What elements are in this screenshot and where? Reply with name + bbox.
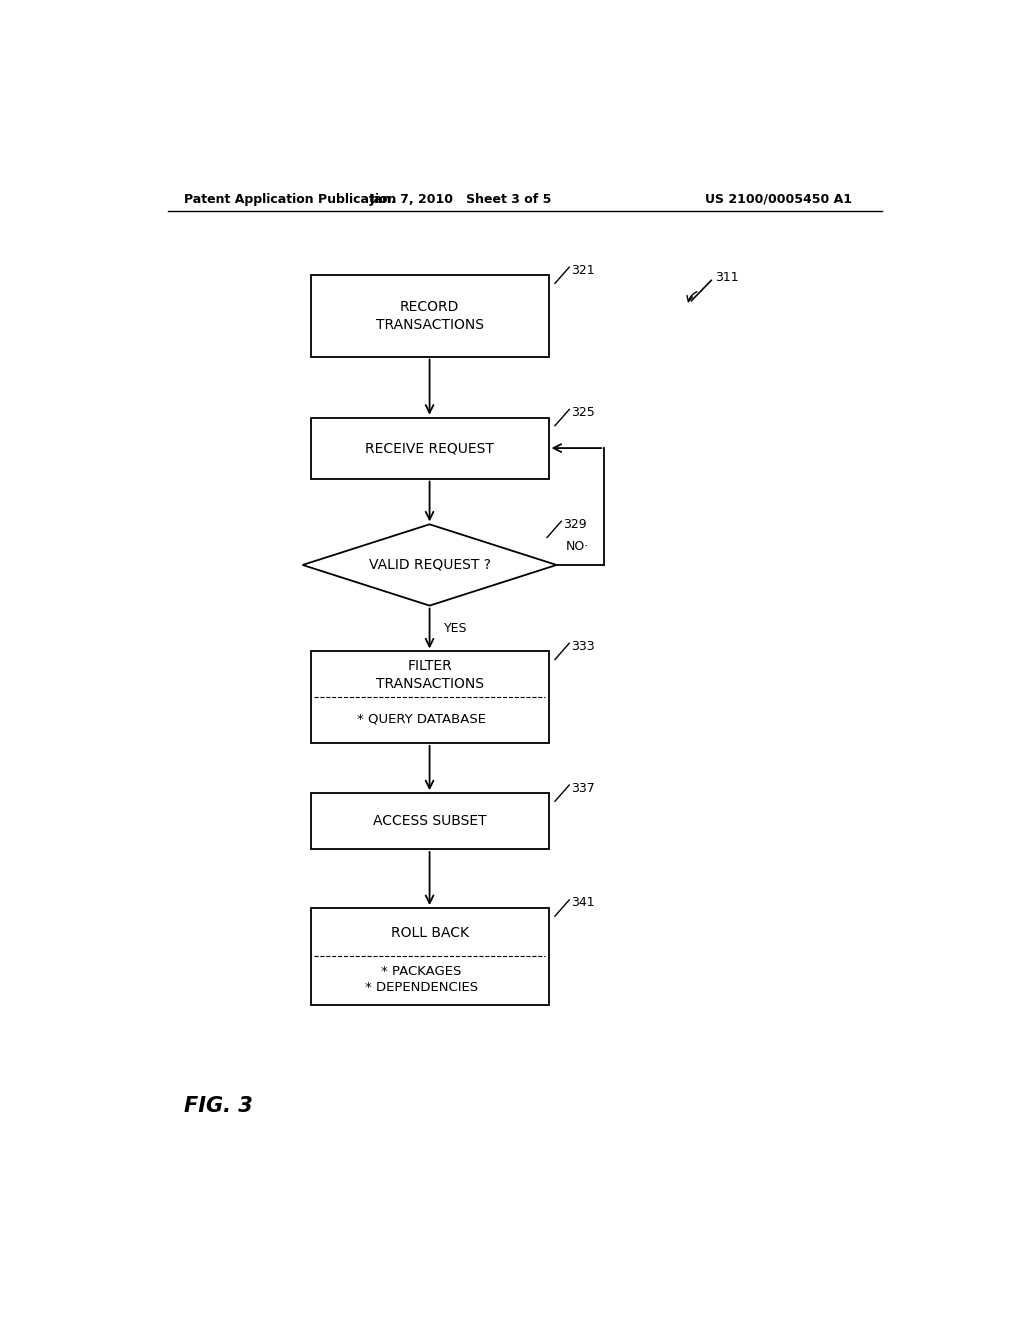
Text: FILTER
TRANSACTIONS: FILTER TRANSACTIONS xyxy=(376,660,483,690)
Text: RECEIVE REQUEST: RECEIVE REQUEST xyxy=(366,441,494,455)
Text: 337: 337 xyxy=(570,781,595,795)
Text: * QUERY DATABASE: * QUERY DATABASE xyxy=(357,713,486,726)
Text: 321: 321 xyxy=(570,264,595,277)
Polygon shape xyxy=(303,524,557,606)
Text: * PACKAGES
* DEPENDENCIES: * PACKAGES * DEPENDENCIES xyxy=(366,965,478,994)
Text: VALID REQUEST ?: VALID REQUEST ? xyxy=(369,558,490,572)
Bar xyxy=(310,651,549,743)
Text: US 2100/0005450 A1: US 2100/0005450 A1 xyxy=(706,193,852,206)
Bar xyxy=(310,793,549,849)
Text: Jan. 7, 2010   Sheet 3 of 5: Jan. 7, 2010 Sheet 3 of 5 xyxy=(370,193,553,206)
Text: ACCESS SUBSET: ACCESS SUBSET xyxy=(373,814,486,828)
Text: 333: 333 xyxy=(570,640,595,653)
Text: RECORD
TRANSACTIONS: RECORD TRANSACTIONS xyxy=(376,300,483,333)
Text: 311: 311 xyxy=(715,271,739,284)
Bar xyxy=(310,417,549,479)
Bar xyxy=(310,276,549,356)
Text: YES: YES xyxy=(443,622,467,635)
Text: Patent Application Publication: Patent Application Publication xyxy=(183,193,396,206)
Text: FIG. 3: FIG. 3 xyxy=(183,1096,252,1115)
Bar xyxy=(310,908,549,1005)
Text: 325: 325 xyxy=(570,407,595,418)
Text: ROLL BACK: ROLL BACK xyxy=(390,927,469,940)
Text: NO·: NO· xyxy=(566,540,590,553)
Text: 341: 341 xyxy=(570,896,595,909)
Text: 329: 329 xyxy=(563,517,587,531)
